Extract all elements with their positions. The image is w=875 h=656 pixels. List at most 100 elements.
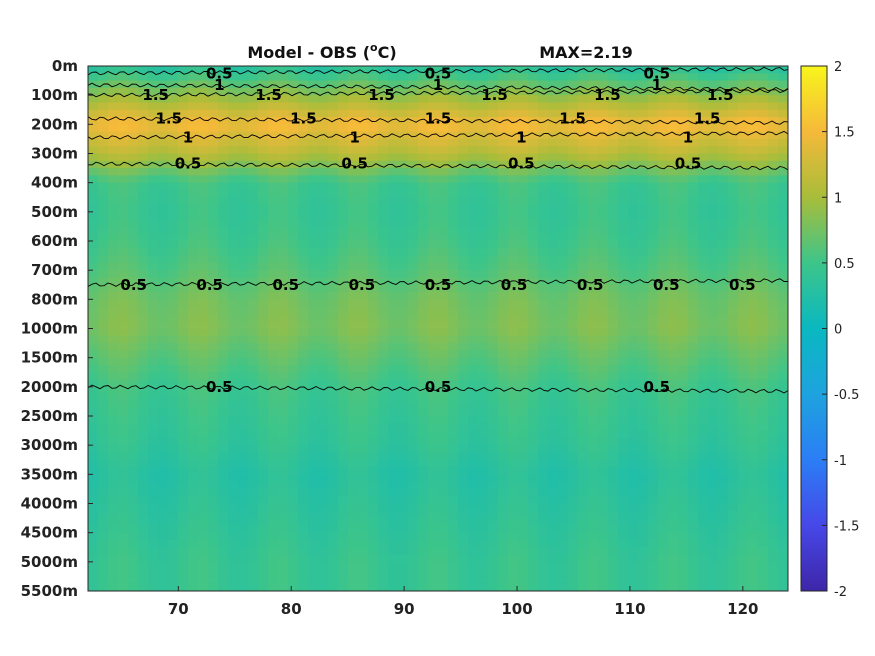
heatmap-cell <box>418 248 429 257</box>
heatmap-cell <box>268 569 279 577</box>
heatmap-cell <box>628 306 639 315</box>
heatmap-cell <box>578 481 589 490</box>
heatmap-cell <box>688 233 699 242</box>
heatmap-cell <box>88 408 99 417</box>
heatmap-cell <box>588 241 599 249</box>
heatmap-cell <box>398 204 409 213</box>
heatmap-cell <box>468 204 479 213</box>
heatmap-cell <box>558 87 569 96</box>
heatmap-cell <box>238 321 249 329</box>
heatmap-cell <box>728 335 739 344</box>
heatmap-cell <box>658 350 669 359</box>
heatmap-cell <box>418 313 429 322</box>
heatmap-cell <box>508 255 519 264</box>
heatmap-cell <box>658 270 669 278</box>
heatmap-cell <box>668 554 679 563</box>
heatmap-cell <box>638 496 649 504</box>
heatmap-cell <box>198 335 209 344</box>
heatmap-cell <box>748 547 759 556</box>
heatmap-cell <box>258 394 269 402</box>
heatmap-cell <box>378 306 389 315</box>
heatmap-cell <box>358 175 369 184</box>
heatmap-cell <box>118 277 129 286</box>
heatmap-cell <box>708 219 719 227</box>
heatmap-cell <box>368 109 379 118</box>
heatmap-cell <box>98 518 109 526</box>
heatmap-cell <box>358 189 369 198</box>
heatmap-cell <box>678 525 689 534</box>
heatmap-cell <box>698 66 709 74</box>
heatmap-cell <box>778 401 788 410</box>
heatmap-cell <box>618 379 629 388</box>
heatmap-cell <box>428 525 439 534</box>
heatmap-cell <box>88 255 99 264</box>
heatmap-cell <box>658 474 669 483</box>
heatmap-cell <box>328 153 339 162</box>
heatmap-cell <box>138 510 149 519</box>
heatmap-cell <box>388 153 399 162</box>
heatmap-cell <box>428 416 439 424</box>
heatmap-cell <box>308 532 319 541</box>
heatmap-cell <box>208 66 219 74</box>
heatmap-cell <box>598 299 609 308</box>
heatmap-cell <box>718 146 729 154</box>
heatmap-cell <box>198 554 209 563</box>
heatmap-cell <box>608 401 619 410</box>
heatmap-cell <box>748 146 759 154</box>
heatmap-cell <box>378 474 389 483</box>
heatmap-cell <box>528 430 539 439</box>
heatmap-cell <box>778 496 788 504</box>
heatmap-cell <box>268 496 279 504</box>
heatmap-cell <box>668 109 679 118</box>
heatmap-cell <box>288 452 299 461</box>
heatmap-cell <box>518 350 529 359</box>
heatmap-cell <box>648 241 659 249</box>
heatmap-cell <box>118 204 129 213</box>
heatmap-cell <box>298 539 309 548</box>
heatmap-cell <box>328 386 339 395</box>
heatmap-cell <box>418 277 429 286</box>
heatmap-cell <box>638 175 649 184</box>
heatmap-cell <box>718 248 729 257</box>
heatmap-cell <box>348 459 359 468</box>
heatmap-cell <box>178 335 189 344</box>
heatmap-cell <box>688 219 699 227</box>
heatmap-cell <box>198 189 209 198</box>
heatmap-cell <box>648 87 659 96</box>
heatmap-cell <box>438 452 449 461</box>
heatmap-cell <box>248 423 259 432</box>
heatmap-cell <box>428 474 439 483</box>
heatmap-cell <box>738 364 749 373</box>
heatmap-cell <box>678 73 689 82</box>
heatmap-cell <box>728 160 739 169</box>
heatmap-cell <box>618 561 629 570</box>
heatmap-cell <box>448 408 459 417</box>
heatmap-cell <box>388 408 399 417</box>
heatmap-cell <box>698 357 709 366</box>
heatmap-cell <box>688 138 699 147</box>
heatmap-cell <box>88 554 99 563</box>
heatmap-cell <box>398 525 409 534</box>
heatmap-cell <box>378 357 389 366</box>
heatmap-cell <box>558 430 569 439</box>
heatmap-cell <box>508 109 519 118</box>
heatmap-cell <box>208 80 219 89</box>
heatmap-cell <box>718 394 729 402</box>
heatmap-cell <box>178 372 189 381</box>
heatmap-cell <box>228 350 239 359</box>
heatmap-cell <box>438 153 449 162</box>
heatmap-cell <box>498 313 509 322</box>
heatmap-cell <box>258 379 269 388</box>
heatmap-cell <box>348 262 359 271</box>
heatmap-cell <box>368 87 379 96</box>
heatmap-cell <box>518 102 529 111</box>
heatmap-cell <box>428 350 439 359</box>
heatmap-cell <box>488 226 499 235</box>
heatmap-cell <box>528 445 539 453</box>
heatmap-cell <box>238 401 249 410</box>
heatmap-cell <box>408 189 419 198</box>
heatmap-cell <box>168 306 179 315</box>
heatmap-cell <box>638 160 649 169</box>
heatmap-cell <box>158 321 169 329</box>
heatmap-cell <box>478 496 489 504</box>
